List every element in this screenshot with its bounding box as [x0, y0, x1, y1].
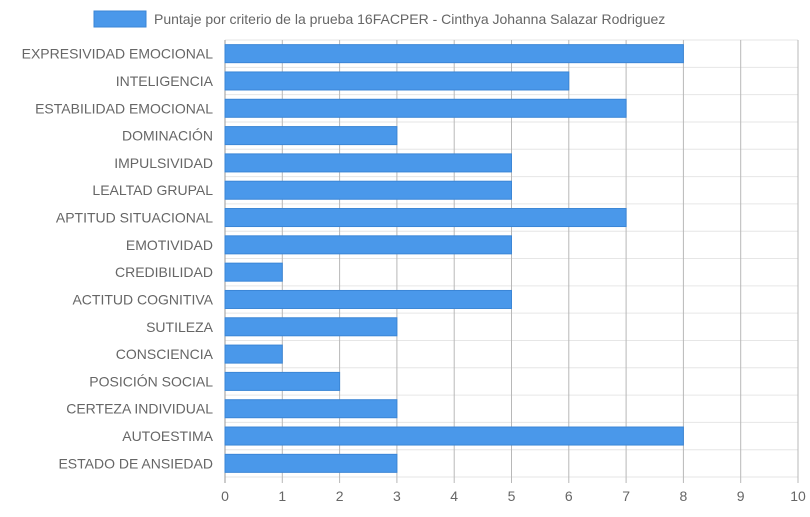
x-tick-label: 9 — [737, 488, 745, 504]
category-label: IMPULSIVIDAD — [114, 155, 213, 171]
legend-label[interactable]: Puntaje por criterio de la prueba 16FACP… — [154, 11, 665, 27]
category-label: APTITUD SITUACIONAL — [56, 210, 213, 226]
category-label: POSICIÓN SOCIAL — [89, 373, 213, 389]
bar[interactable] — [224, 126, 398, 146]
bar[interactable] — [224, 71, 570, 91]
bar[interactable] — [224, 453, 398, 473]
category-label: CREDIBILIDAD — [115, 264, 213, 280]
x-tick-label: 7 — [622, 488, 630, 504]
bar[interactable] — [224, 426, 684, 446]
category-label: ACTITUD COGNITIVA — [72, 291, 213, 307]
bar[interactable] — [224, 98, 627, 118]
bar[interactable] — [224, 153, 512, 173]
category-label: CERTEZA INDIVIDUAL — [66, 401, 213, 417]
bar[interactable] — [224, 235, 512, 255]
category-label: CONSCIENCIA — [116, 346, 214, 362]
bars — [224, 44, 684, 473]
bar[interactable] — [224, 289, 512, 309]
category-label: DOMINACIÓN — [122, 128, 213, 144]
category-label: EMOTIVIDAD — [126, 237, 213, 253]
bar[interactable] — [224, 317, 398, 337]
bar[interactable] — [224, 344, 283, 364]
x-tick-label: 2 — [336, 488, 344, 504]
x-tick-label: 3 — [393, 488, 401, 504]
x-tick-label: 6 — [565, 488, 573, 504]
bar[interactable] — [224, 371, 341, 391]
category-label: ESTADO DE ANSIEDAD — [58, 455, 213, 471]
category-labels: EXPRESIVIDAD EMOCIONAL INTELIGENCIA ESTABI… — [22, 46, 214, 472]
x-tick-label: 0 — [221, 488, 229, 504]
bar[interactable] — [224, 180, 512, 200]
x-tick-label: 5 — [508, 488, 516, 504]
category-label: AUTOESTIMA — [122, 428, 213, 444]
category-label: INTELIGENCIA — [116, 73, 214, 89]
category-label: SUTILEZA — [146, 319, 214, 335]
x-tick-label: 4 — [450, 488, 458, 504]
bar[interactable] — [224, 208, 627, 228]
category-label: ESTABILIDAD EMOCIONAL — [35, 100, 213, 116]
category-label: EXPRESIVIDAD EMOCIONAL — [22, 46, 214, 62]
bar[interactable] — [224, 44, 684, 64]
legend[interactable]: Puntaje por criterio de la prueba 16FACP… — [93, 10, 665, 28]
bar[interactable] — [224, 399, 398, 419]
legend-swatch[interactable] — [93, 10, 147, 28]
category-label: LEALTAD GRUPAL — [92, 182, 213, 198]
x-tick-label: 1 — [278, 488, 286, 504]
x-tick-label: 8 — [680, 488, 688, 504]
grid-lines — [224, 39, 799, 483]
x-axis-tick-labels: 0 1 2 3 4 5 6 7 8 9 10 — [221, 488, 806, 504]
bar[interactable] — [224, 262, 283, 282]
x-tick-label: 10 — [790, 488, 806, 504]
